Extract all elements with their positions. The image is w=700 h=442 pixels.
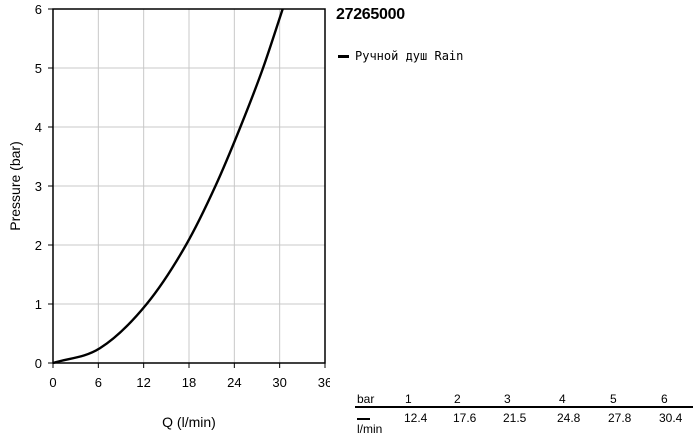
table-cell-bar: 6 <box>661 392 668 406</box>
legend-label: Ручной душ Rain <box>355 49 464 63</box>
table-cell-lmin: 27.8 <box>608 411 632 425</box>
chart-grid <box>53 9 325 363</box>
table-cell-lmin: 12.4 <box>404 411 428 425</box>
x-tick-label: 18 <box>182 375 196 390</box>
x-tick-label: 24 <box>227 375 241 390</box>
table-cell-bar: 1 <box>405 392 412 406</box>
legend: Ручной душ Rain <box>338 49 463 63</box>
table-unit-lmin: l/min <box>357 422 383 436</box>
x-tick-label: 36 <box>318 375 330 390</box>
table-cell-bar: 5 <box>610 392 617 406</box>
table-cell-lmin: 21.5 <box>503 411 527 425</box>
x-tick-label: 12 <box>136 375 150 390</box>
table-cell-bar: 3 <box>504 392 511 406</box>
y-tick-label: 3 <box>35 179 42 194</box>
table-unit-bar: bar <box>357 392 375 406</box>
y-tick-label: 4 <box>35 120 42 135</box>
table-cell-bar: 2 <box>454 392 461 406</box>
table-series-swatch <box>357 418 370 420</box>
x-axis-ticks: 0 6 12 18 24 30 36 <box>49 363 330 390</box>
table-row-bar: bar 1 2 3 4 5 6 <box>355 392 693 408</box>
y-tick-label: 2 <box>35 238 42 253</box>
table-row-lmin: l/min 12.4 17.6 21.5 24.8 27.8 30.4 <box>355 411 693 436</box>
y-tick-label: 6 <box>35 2 42 17</box>
y-axis-ticks: 0 1 2 3 4 5 6 <box>35 2 53 371</box>
x-axis-title: Q (l/min) <box>162 414 216 430</box>
x-tick-label: 0 <box>49 375 56 390</box>
table-cell-lmin: 17.6 <box>453 411 477 425</box>
product-code-title: 27265000 <box>336 6 405 23</box>
series-line-ruchnoy-dush-rain <box>52 8 284 365</box>
legend-swatch <box>338 54 349 58</box>
y-tick-label: 1 <box>35 297 42 312</box>
y-tick-label: 0 <box>35 356 42 371</box>
table-cell-lmin: 30.4 <box>659 411 683 425</box>
table-cell-bar: 4 <box>559 392 566 406</box>
x-tick-label: 6 <box>95 375 102 390</box>
y-axis-title: Pressure (bar) <box>7 141 23 230</box>
pressure-flow-table: bar 1 2 3 4 5 6 l/min 12.4 17.6 21.5 24.… <box>355 392 693 438</box>
y-tick-label: 5 <box>35 61 42 76</box>
table-cell-lmin: 24.8 <box>557 411 581 425</box>
x-tick-label: 30 <box>272 375 286 390</box>
table-divider <box>355 406 693 408</box>
